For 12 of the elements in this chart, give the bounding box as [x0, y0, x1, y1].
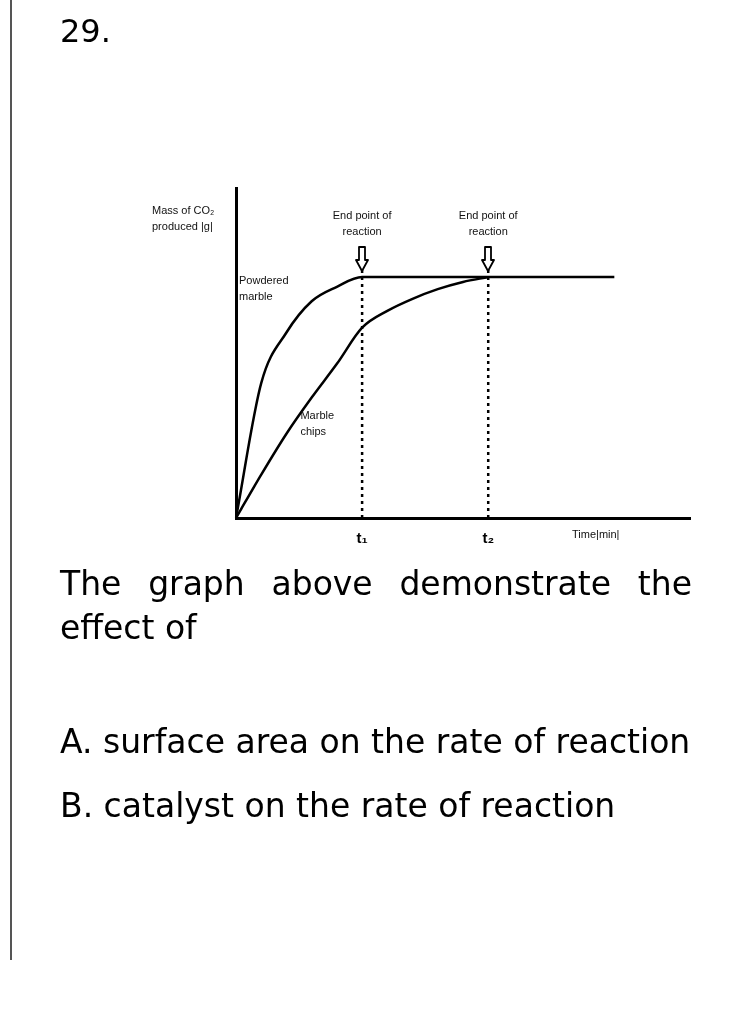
- chart-title: 29.: [60, 12, 111, 50]
- text: A. surface area on the rate of reaction: [60, 721, 692, 763]
- x-tick-label: t₁: [356, 529, 368, 547]
- text: The graph above demonstrate the effect of: [60, 563, 692, 649]
- series-label: Marble chips: [300, 408, 336, 440]
- x-tick-label: t₂: [482, 529, 495, 547]
- text: B. catalyst on the rate of reaction: [60, 785, 617, 827]
- x-axis-title: Time|min|: [572, 527, 620, 542]
- ref-line-label: End point of reaction: [457, 208, 519, 240]
- series-label: Powdered marble: [239, 273, 290, 305]
- ref-line-label: End point of reaction: [331, 208, 393, 240]
- y-axis-title: Mass of CO₂ produced |g|: [152, 203, 216, 234]
